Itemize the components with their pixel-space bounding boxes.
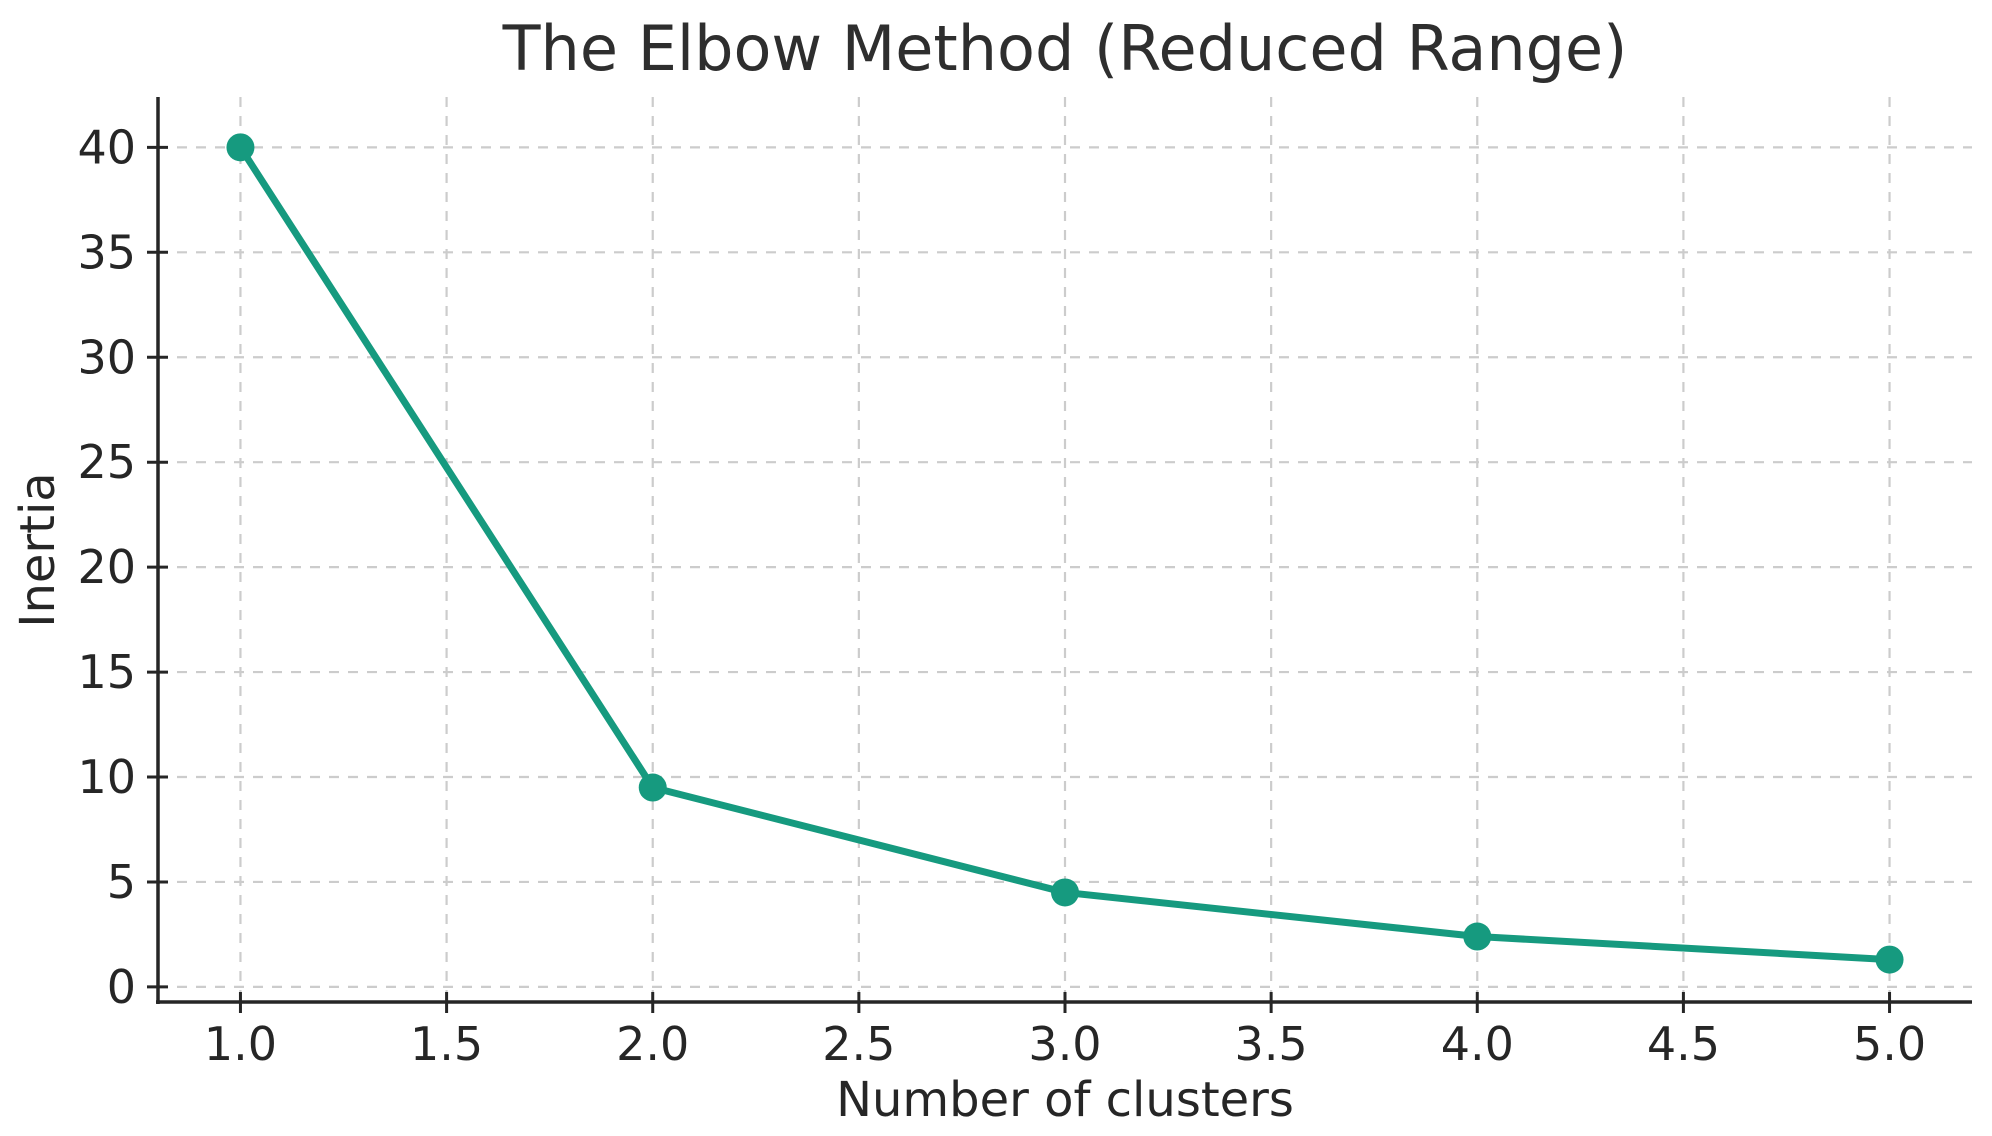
x-tick-label: 5.0: [1853, 1017, 1926, 1071]
data-point-marker-1: [226, 133, 255, 162]
x-tick-label: 2.5: [822, 1017, 895, 1071]
y-tick-label: 5: [107, 855, 136, 909]
x-tick-label: 1.5: [410, 1017, 483, 1071]
y-tick-label: 15: [77, 645, 136, 699]
y-tick-label: 20: [77, 540, 136, 594]
x-tick-label: 3.5: [1235, 1017, 1308, 1071]
x-tick-label: 4.5: [1647, 1017, 1720, 1071]
x-tick-label: 1.0: [204, 1017, 277, 1071]
y-tick-label: 0: [107, 960, 136, 1014]
data-point-marker-4: [1463, 922, 1492, 951]
x-tick-label: 2.0: [616, 1017, 689, 1071]
y-tick-label: 25: [77, 435, 136, 489]
chart-title: The Elbow Method (Reduced Range): [502, 12, 1628, 85]
x-tick-label: 3.0: [1028, 1017, 1101, 1071]
y-tick-label: 10: [77, 750, 136, 804]
y-tick-label: 30: [77, 330, 136, 384]
data-point-marker-5: [1875, 945, 1904, 974]
x-axis-label: Number of clusters: [836, 1072, 1294, 1128]
y-tick-label: 40: [77, 120, 136, 174]
data-point-marker-3: [1051, 878, 1079, 907]
x-tick-label: 4.0: [1441, 1017, 1514, 1071]
y-tick-label: 35: [77, 225, 136, 279]
data-point-marker-2: [638, 773, 667, 802]
